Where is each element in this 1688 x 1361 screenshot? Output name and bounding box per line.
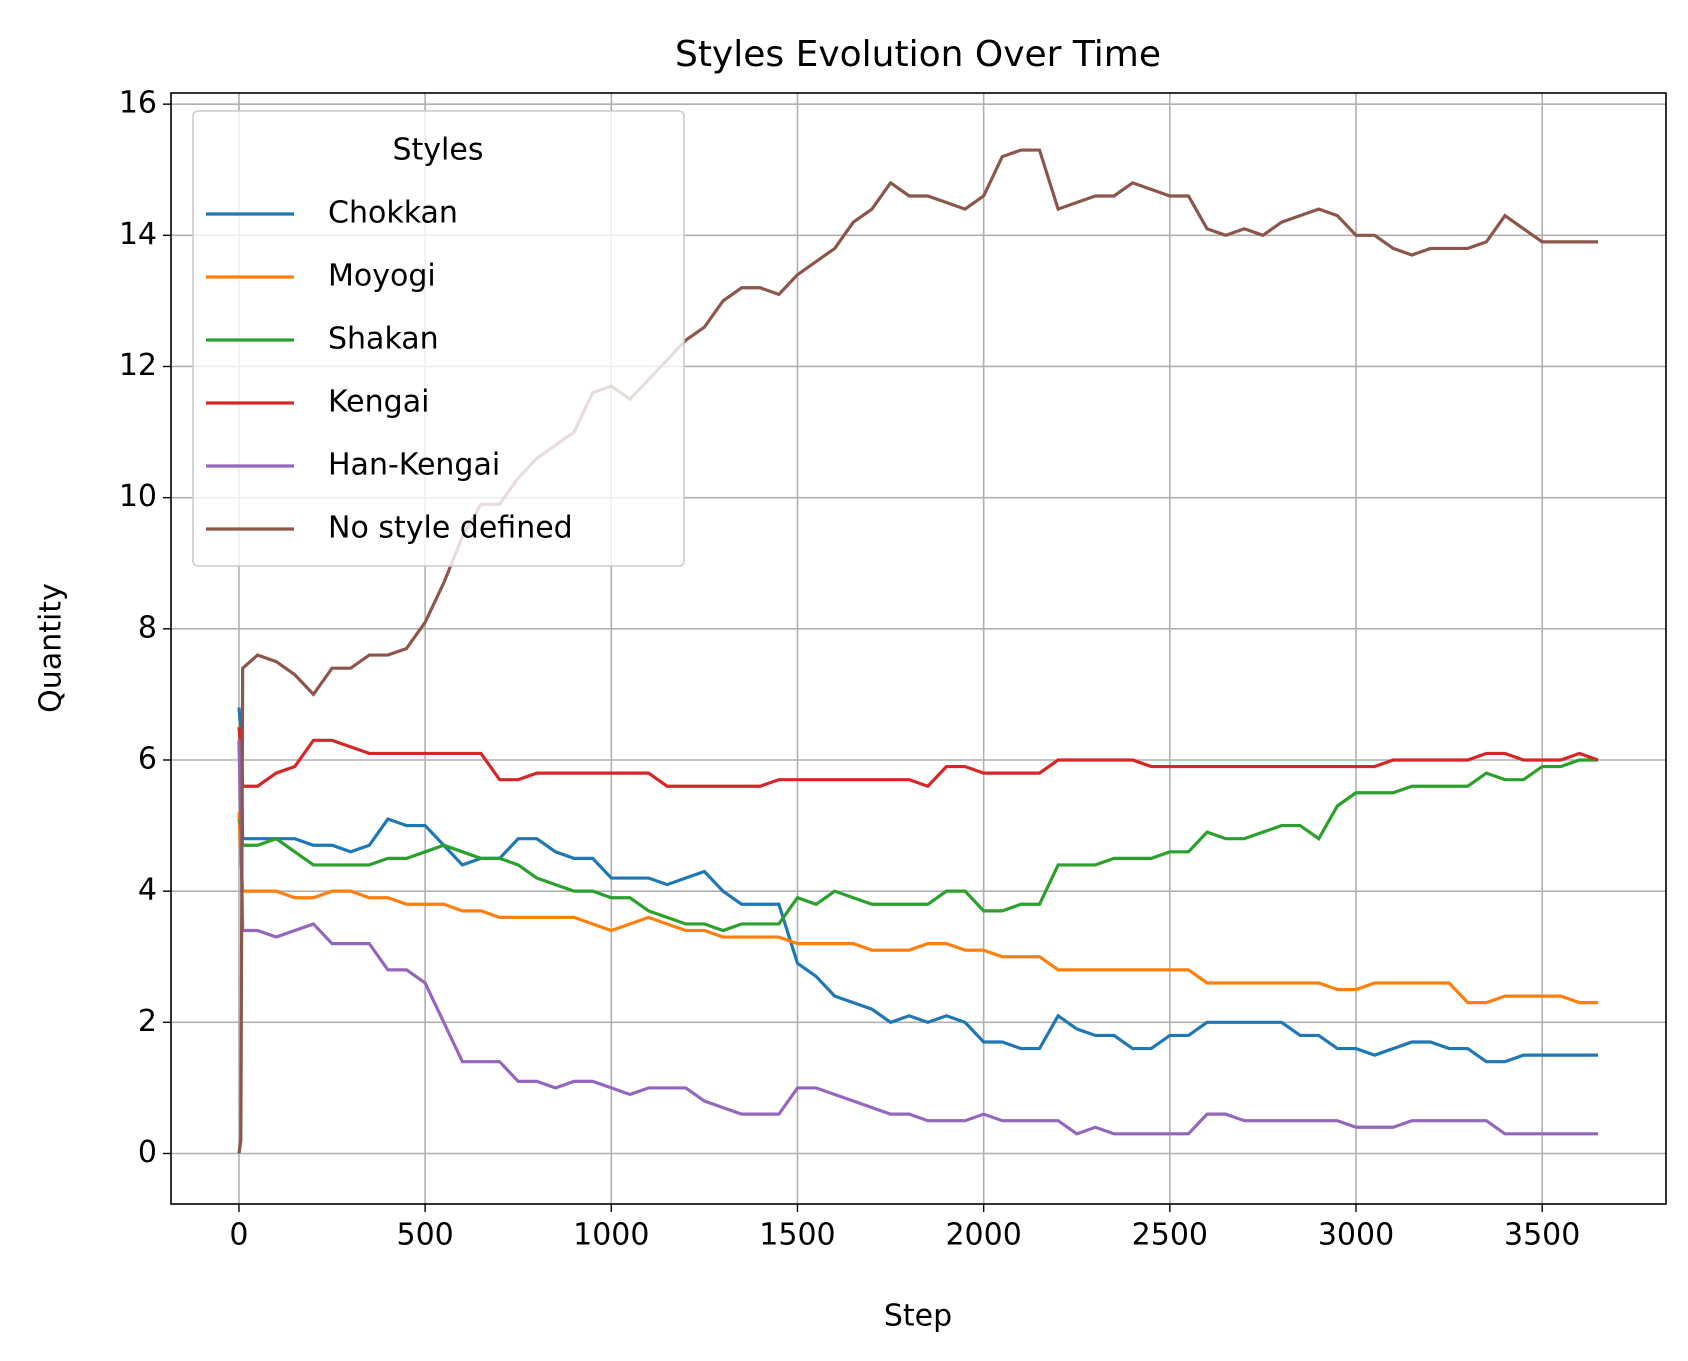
y-tick-label: 12 — [119, 348, 157, 383]
series-line — [237, 727, 1599, 789]
y-tick-label: 8 — [138, 610, 157, 645]
y-tick-label: 14 — [119, 217, 157, 252]
y-tick-label: 6 — [138, 741, 157, 776]
y-tick-label: 2 — [138, 1004, 157, 1039]
y-tick-label: 0 — [138, 1135, 157, 1170]
x-tick-label: 0 — [229, 1218, 248, 1253]
series-line — [237, 148, 1599, 1154]
y-tick-label: 10 — [119, 479, 157, 514]
x-tick-label: 2500 — [1132, 1218, 1208, 1253]
plot-frame — [170, 92, 1667, 1205]
x-axis-label: Step — [884, 1299, 952, 1334]
series-line — [237, 707, 1599, 1064]
x-tick-label: 3500 — [1504, 1218, 1580, 1253]
legend-label: Han-Kengai — [328, 448, 500, 483]
y-tick-label: 16 — [119, 86, 157, 121]
y-axis-label: Quantity — [34, 583, 69, 713]
chart-title: Styles Evolution Over Time — [675, 34, 1161, 75]
x-tick-label: 3000 — [1318, 1218, 1394, 1253]
series-line — [237, 758, 1599, 933]
x-tick-label: 1500 — [759, 1218, 835, 1253]
legend-box — [192, 110, 685, 567]
x-tick-label: 1000 — [573, 1218, 649, 1253]
series-line — [237, 740, 1599, 1136]
legend-label: Chokkan — [328, 196, 458, 231]
legend-label: No style defined — [328, 511, 573, 546]
legend-label: Moyogi — [328, 259, 436, 294]
legend-label: Kengai — [328, 385, 429, 420]
y-tick-label: 4 — [138, 873, 157, 908]
x-tick-label: 2000 — [945, 1218, 1021, 1253]
series-line — [237, 812, 1599, 1005]
x-tick-label: 500 — [396, 1218, 453, 1253]
legend-title: Styles — [393, 133, 484, 168]
legend-label: Shakan — [328, 322, 439, 357]
